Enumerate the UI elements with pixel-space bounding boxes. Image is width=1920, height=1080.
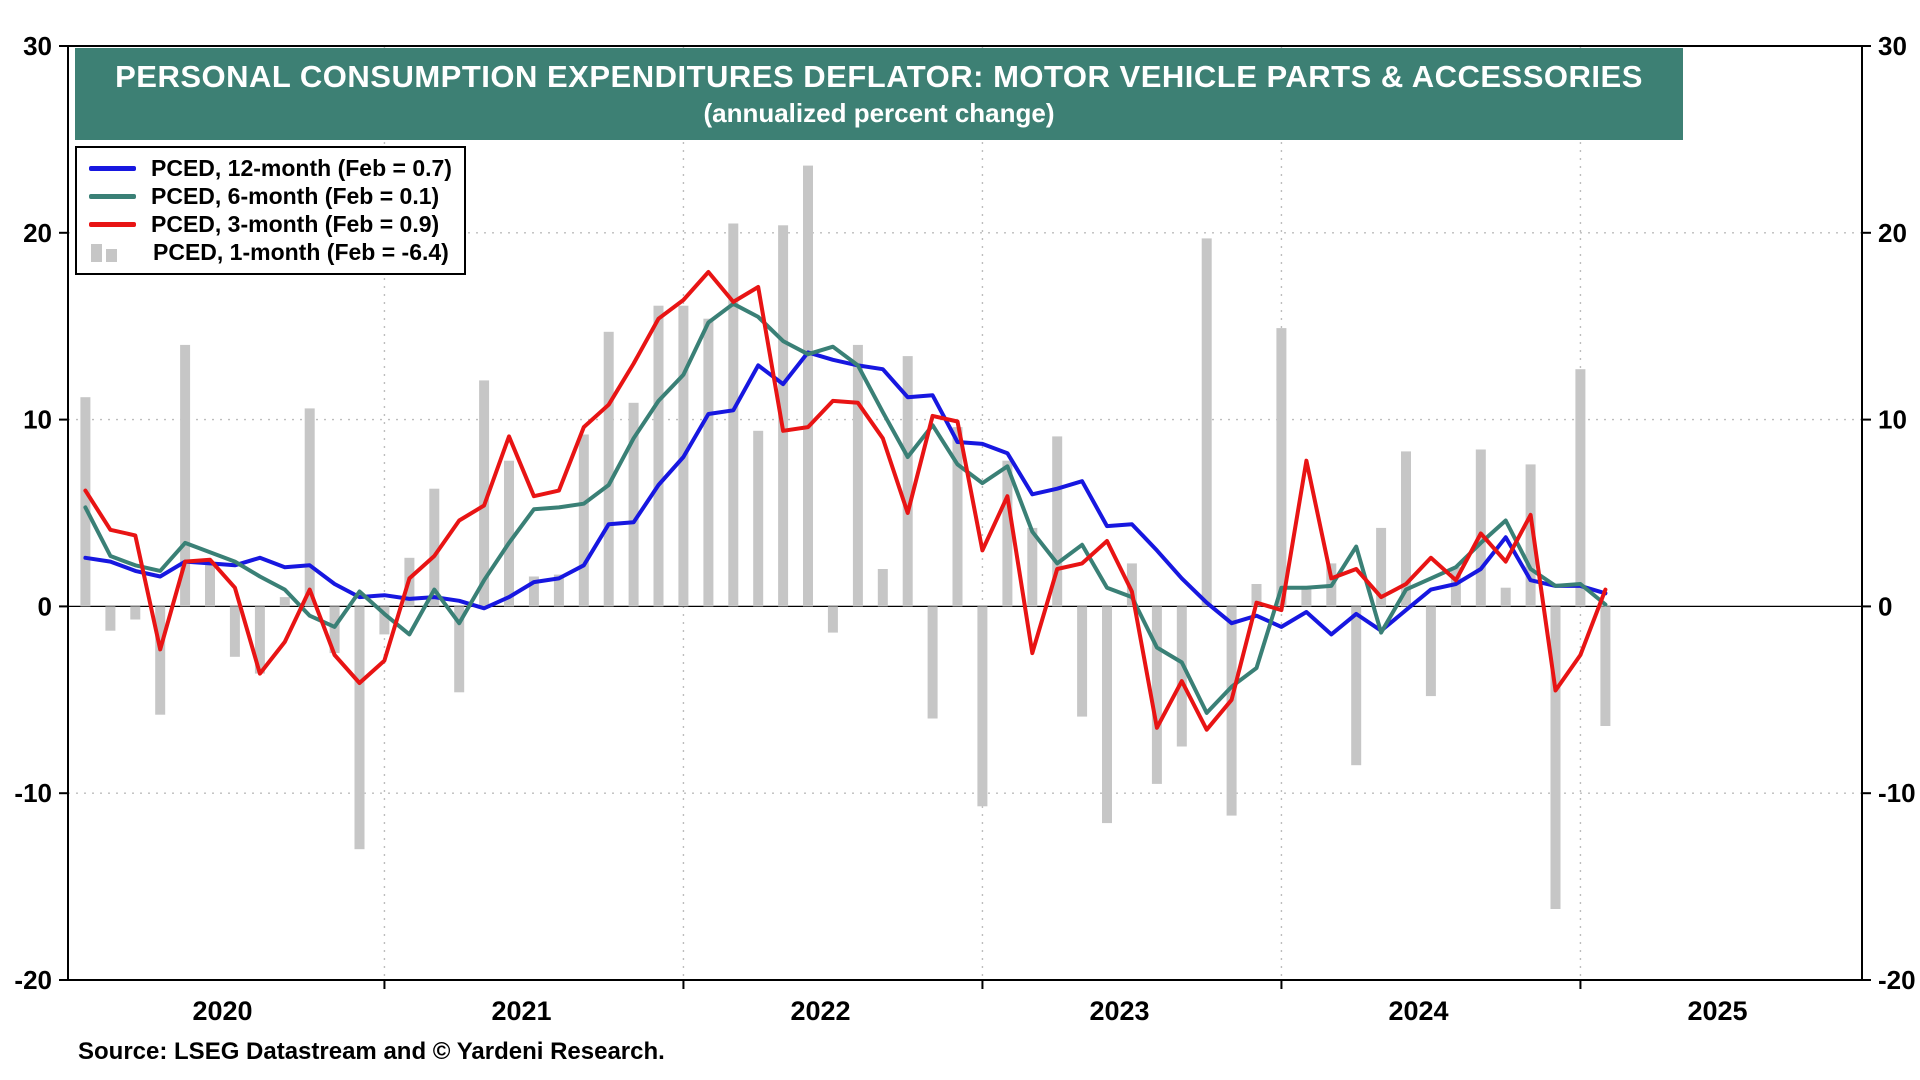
- svg-text:20: 20: [23, 218, 52, 248]
- line-swatch-12-month-icon: [89, 166, 136, 171]
- svg-text:0: 0: [1878, 591, 1892, 621]
- svg-text:-10: -10: [14, 778, 52, 808]
- svg-text:2025: 2025: [1687, 996, 1747, 1026]
- legend-label-6-month: PCED, 6-month (Feb = 0.1): [151, 183, 440, 209]
- legend-box: PCED, 12-month (Feb = 0.7) PCED, 6-month…: [75, 146, 466, 275]
- legend-label-3-month: PCED, 3-month (Feb = 0.9): [151, 211, 440, 237]
- legend-item-12-month: PCED, 12-month (Feb = 0.7): [89, 155, 452, 182]
- svg-text:30: 30: [23, 31, 52, 61]
- svg-text:2023: 2023: [1089, 996, 1149, 1026]
- legend-label-12-month: PCED, 12-month (Feb = 0.7): [151, 155, 452, 181]
- legend-label-1-month: PCED, 1-month (Feb = -6.4): [153, 239, 449, 265]
- svg-text:2024: 2024: [1388, 996, 1448, 1026]
- svg-text:10: 10: [23, 405, 52, 435]
- svg-text:-20: -20: [1878, 965, 1916, 995]
- line-6-month: [83, 301, 1608, 715]
- legend-swatch-area: [89, 222, 143, 227]
- plot-border: [67, 45, 1863, 981]
- source-text: Source: LSEG Datastream and © Yardeni Re…: [78, 1038, 665, 1065]
- svg-text:30: 30: [1878, 31, 1907, 61]
- svg-text:2021: 2021: [491, 996, 551, 1026]
- svg-text:0: 0: [38, 591, 52, 621]
- chart-title: PERSONAL CONSUMPTION EXPENDITURES DEFLAT…: [115, 59, 1643, 95]
- line-12-month: [83, 350, 1608, 637]
- line-3-month: [83, 270, 1608, 732]
- x-axis-year-labels: 2020 2021 2022 2023 2024 2025: [192, 996, 1747, 1026]
- svg-text:2020: 2020: [192, 996, 252, 1026]
- axis-ticks: [59, 45, 1871, 989]
- svg-text:-10: -10: [1878, 778, 1916, 808]
- svg-text:-20: -20: [14, 965, 52, 995]
- line-swatch-3-month-icon: [89, 222, 136, 227]
- legend-item-3-month: PCED, 3-month (Feb = 0.9): [89, 211, 452, 238]
- svg-text:10: 10: [1878, 405, 1907, 435]
- bars-1-month: [80, 165, 1611, 909]
- svg-text:2022: 2022: [790, 996, 850, 1026]
- bar-swatch-1-month-icon: [89, 243, 145, 262]
- y-axis-labels-right: -20 -10 0 10 20 30: [1878, 31, 1916, 995]
- legend-item-6-month: PCED, 6-month (Feb = 0.1): [89, 183, 452, 210]
- legend-swatch-area: [89, 194, 143, 199]
- line-swatch-6-month-icon: [89, 194, 136, 199]
- svg-text:20: 20: [1878, 218, 1907, 248]
- chart-subtitle: (annualized percent change): [703, 97, 1055, 128]
- legend-swatch-area: [89, 166, 143, 171]
- bar-chip-icon: [91, 243, 102, 262]
- legend-item-1-month: PCED, 1-month (Feb = -6.4): [89, 239, 452, 266]
- y-axis-labels-left: -20 -10 0 10 20 30: [14, 31, 52, 995]
- title-banner: PERSONAL CONSUMPTION EXPENDITURES DEFLAT…: [75, 48, 1683, 140]
- gridlines: [68, 46, 1862, 980]
- bar-chip-icon: [106, 248, 117, 262]
